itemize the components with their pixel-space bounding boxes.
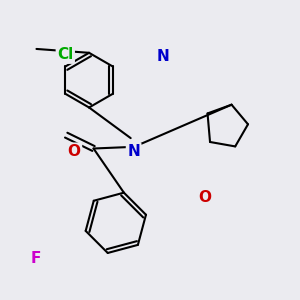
Text: O: O [68,144,81,159]
Text: Cl: Cl [57,47,74,62]
Text: F: F [30,251,41,266]
Text: N: N [157,49,170,64]
Text: N: N [127,144,140,159]
Text: O: O [199,190,212,205]
